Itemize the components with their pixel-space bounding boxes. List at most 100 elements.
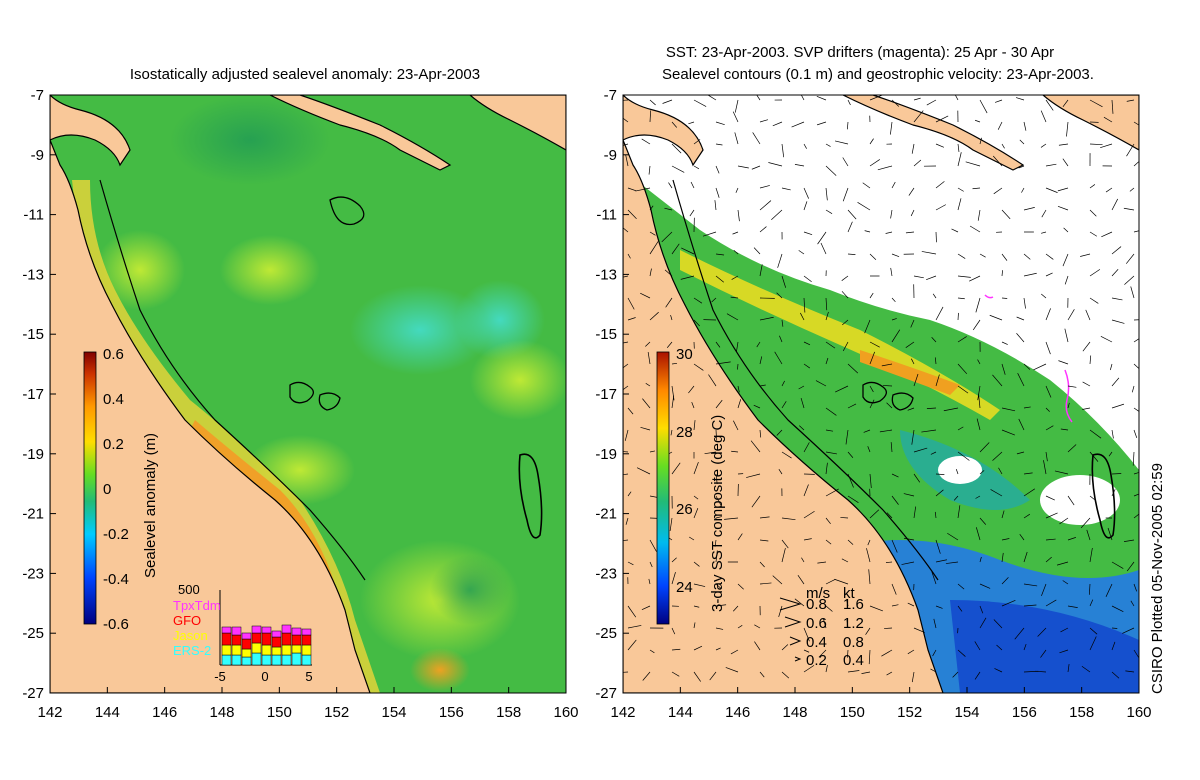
velocity-arrow xyxy=(1016,451,1025,455)
velocity-arrow xyxy=(869,351,875,365)
velocity-arrow xyxy=(803,297,806,313)
velocity-arrow xyxy=(753,404,761,409)
velocity-arrow xyxy=(993,187,1003,195)
velocity-arrow xyxy=(1018,165,1025,169)
sst-tick: 26 xyxy=(676,501,693,518)
velocity-arrow xyxy=(625,517,629,525)
velocity-arrow xyxy=(913,275,924,279)
velocity-arrow xyxy=(1045,495,1055,501)
velocity-arrow xyxy=(935,605,943,609)
velocity-arrow xyxy=(842,341,849,352)
coral-sea-island xyxy=(289,381,314,404)
lat-tick-label: -21 xyxy=(595,506,617,523)
velocity-arrow xyxy=(640,292,651,299)
velocity-arrow xyxy=(1105,583,1113,597)
australia-land xyxy=(623,95,944,693)
velocity-arrow xyxy=(1133,121,1139,126)
velocity-arrow xyxy=(931,336,937,343)
velocity-arrow xyxy=(803,363,811,369)
velocity-arrow xyxy=(1040,143,1047,148)
velocity-arrow xyxy=(891,583,897,595)
velocity-arrow xyxy=(1133,363,1139,369)
velocity-arrow xyxy=(992,451,1003,461)
inset-legend-tpx: TpxTdm xyxy=(173,598,221,613)
velocity-arrow xyxy=(816,121,827,126)
velocity-arrow xyxy=(803,442,810,453)
solomon-land xyxy=(469,95,566,151)
velocity-arrow xyxy=(1080,517,1091,529)
velocity-arrow xyxy=(803,538,812,541)
velocity-arrow xyxy=(647,352,651,365)
velocity-arrow xyxy=(671,143,682,154)
velocity-arrow xyxy=(797,574,805,585)
velocity-arrow xyxy=(1001,253,1008,261)
velocity-arrow xyxy=(943,407,959,412)
lon-tick-label: 152 xyxy=(897,704,922,721)
velocity-arrow xyxy=(1100,143,1113,149)
velocity-arrow xyxy=(957,152,962,167)
velocity-arrow xyxy=(841,275,849,281)
velocity-arrow xyxy=(1133,338,1139,343)
velocity-arrow xyxy=(759,356,763,365)
velocity-arrow xyxy=(1045,451,1048,462)
velocity-arrow xyxy=(715,647,721,651)
lat-tick-label: -17 xyxy=(22,386,44,403)
velocity-arrow xyxy=(1100,335,1113,343)
inset-bar-segment xyxy=(301,634,312,646)
velocity-arrow xyxy=(847,473,854,488)
velocity-arrow xyxy=(886,671,893,676)
velocity-arrow xyxy=(977,385,981,401)
velocity-arrow xyxy=(1086,529,1091,541)
velocity-arrow xyxy=(1019,533,1025,541)
velocity-arrow xyxy=(1089,269,1101,277)
velocity-arrow xyxy=(693,645,703,651)
velocity-arrow xyxy=(1111,99,1114,114)
velocity-arrow xyxy=(1111,671,1120,679)
velocity-arrow xyxy=(794,164,805,167)
velocity-arrow xyxy=(693,495,699,500)
velocity-arrow xyxy=(627,317,636,321)
velocity-arrow xyxy=(974,119,981,123)
velocity-arrow xyxy=(1033,363,1047,371)
coral-sea-island xyxy=(891,392,914,411)
inset-bar-segment xyxy=(261,654,272,666)
velocity-arrow xyxy=(847,99,851,106)
velocity-arrow xyxy=(759,671,765,678)
velocity-arrow xyxy=(737,625,743,629)
lat-tick-label: -21 xyxy=(22,506,44,523)
velocity-arrow xyxy=(825,311,829,321)
velocity-arrow xyxy=(977,209,981,221)
inset-bar-segment xyxy=(281,654,292,666)
inset-bar-segment xyxy=(221,626,232,634)
velocity-arrow xyxy=(910,209,915,217)
lon-tick-label: 146 xyxy=(152,704,177,721)
velocity-arrow xyxy=(931,571,937,585)
velocity-arrow xyxy=(1132,451,1135,466)
sla-low-blob xyxy=(350,285,490,375)
velocity-arrow xyxy=(998,467,1003,475)
velocity-arrow xyxy=(1045,425,1054,431)
lat-tick-label: -11 xyxy=(23,207,44,224)
velocity-arrow xyxy=(979,583,991,589)
velocity-arrow xyxy=(671,362,678,365)
velocity-arrow xyxy=(1064,328,1069,343)
velocity-arrow xyxy=(1023,513,1031,519)
velocity-arrow xyxy=(781,671,790,679)
velocity-arrow xyxy=(921,429,937,433)
velocity-arrow xyxy=(1014,627,1025,640)
lon-tick-label: 144 xyxy=(95,704,120,721)
velocity-arrow xyxy=(979,517,987,525)
velocity-arrow xyxy=(1107,527,1113,541)
velocity-arrow xyxy=(1035,670,1047,673)
velocity-arrow xyxy=(1089,184,1096,189)
velocity-arrow xyxy=(1059,517,1069,525)
velocity-arrow xyxy=(693,561,700,567)
velocity-arrow xyxy=(724,517,739,520)
velocity-arrow xyxy=(627,561,634,566)
lon-tick-label: 156 xyxy=(439,704,464,721)
velocity-arrow xyxy=(1023,551,1028,563)
lon-tick-label: 158 xyxy=(1069,704,1094,721)
velocity-arrow xyxy=(891,604,899,607)
lat-tick-label: -15 xyxy=(22,326,44,343)
velocity-arrow xyxy=(868,649,871,665)
